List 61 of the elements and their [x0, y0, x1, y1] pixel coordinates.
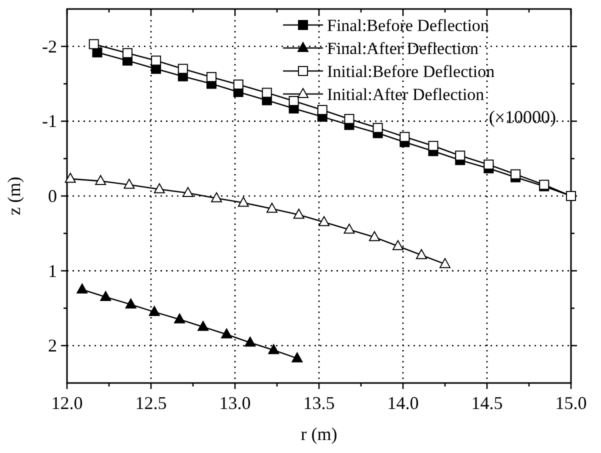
point: [400, 132, 410, 142]
point: [154, 183, 165, 194]
point: [440, 258, 450, 268]
point: [88, 39, 99, 50]
point: [344, 224, 355, 234]
x-axis-title: r (m): [300, 424, 338, 444]
point: [182, 187, 194, 198]
point: [292, 352, 303, 362]
point: [318, 216, 330, 226]
point: [100, 290, 112, 301]
point: [416, 249, 427, 260]
point: [148, 306, 160, 316]
point: [178, 64, 188, 74]
legend-label: Initial:Before Deflection: [327, 62, 496, 81]
point: [92, 47, 102, 58]
point: [344, 114, 354, 124]
legend-label: Final:Before Deflection: [327, 16, 490, 35]
point: [428, 140, 438, 151]
point: [151, 56, 162, 66]
point: [484, 160, 494, 170]
y-tick-label: 0: [48, 186, 57, 206]
point: [211, 192, 222, 202]
point: [198, 320, 209, 331]
point: [372, 122, 383, 133]
y-tick-label: 1: [48, 260, 57, 281]
point: [392, 240, 404, 250]
x-tick-label: 12.0: [51, 393, 83, 413]
point: [76, 284, 88, 294]
point: [233, 80, 244, 90]
point: [288, 96, 299, 106]
legend-label: Final:After Deflection: [327, 39, 480, 58]
x-tick-label: 13.0: [219, 393, 251, 413]
x-tick-label: 14.0: [387, 393, 419, 413]
point: [293, 208, 304, 219]
y-tick-label: 2: [48, 336, 57, 356]
point: [174, 313, 186, 324]
annotation: (×10000): [488, 107, 556, 127]
point: [317, 104, 328, 115]
point: [455, 150, 466, 161]
point: [510, 169, 521, 180]
point: [221, 328, 232, 338]
point: [368, 231, 380, 242]
point: [244, 336, 256, 347]
point: [238, 196, 249, 207]
y-tick-label: -1: [42, 111, 57, 132]
x-tick-label: 13.5: [303, 393, 335, 413]
legend-label: Initial:After Deflection: [327, 85, 485, 104]
y-axis-title: z (m): [4, 176, 24, 216]
point: [206, 72, 216, 82]
point: [122, 48, 132, 58]
point: [268, 344, 280, 354]
point: [266, 202, 278, 213]
x-tick-label: 12.5: [135, 393, 167, 413]
y-tick-label: -2: [42, 36, 57, 56]
point: [64, 172, 76, 183]
x-tick-label: 14.5: [471, 393, 503, 413]
point: [262, 88, 272, 98]
point: [95, 175, 106, 186]
point: [124, 178, 135, 189]
x-tick-label: 15.0: [555, 393, 587, 413]
point: [125, 298, 136, 308]
